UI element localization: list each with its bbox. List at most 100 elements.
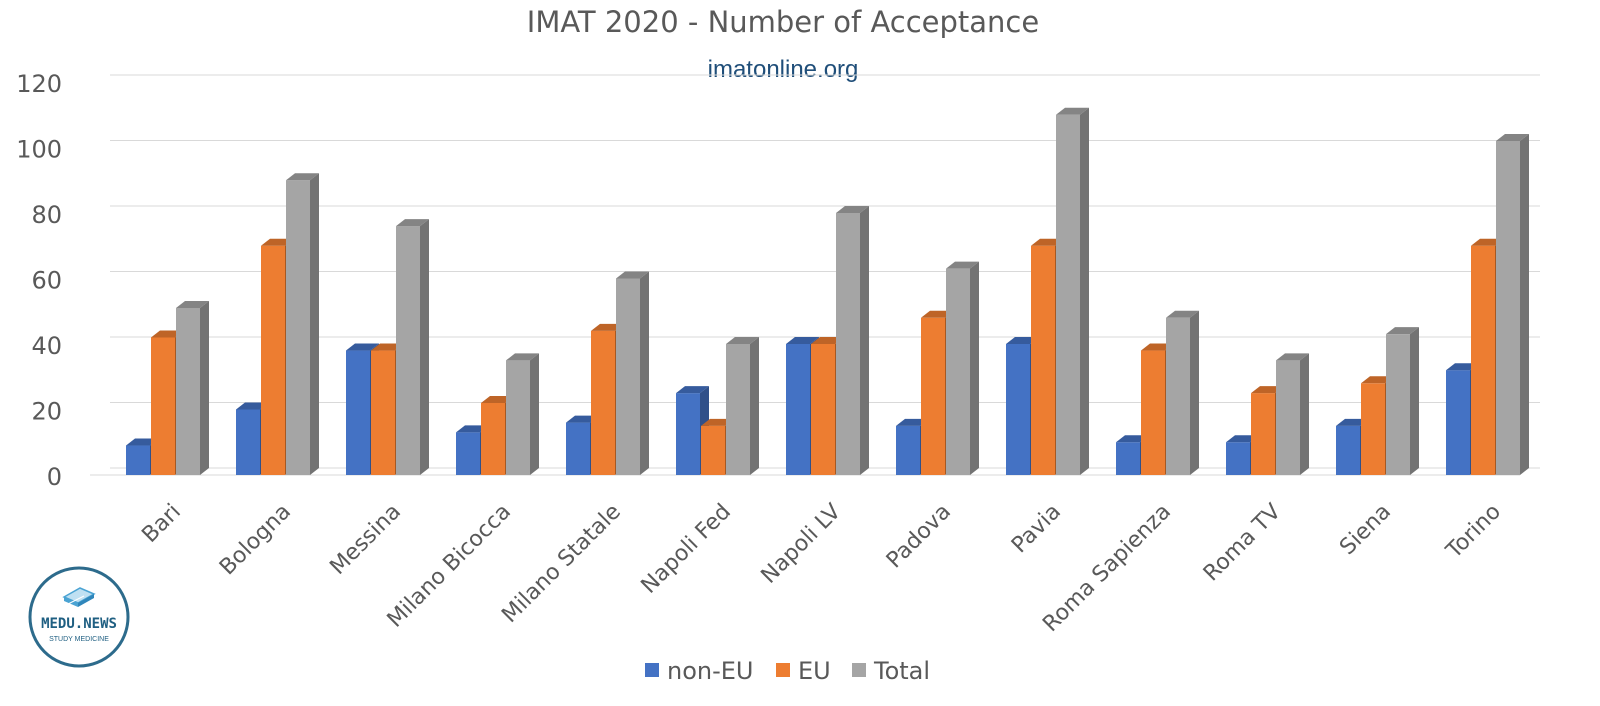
- y-tick-label: 40: [31, 332, 62, 360]
- bar-front: [506, 360, 530, 475]
- x-tick-label: Milano Statale: [497, 499, 626, 628]
- bar-front: [566, 422, 590, 475]
- y-tick-label: 100: [16, 136, 62, 164]
- medu-news-logo: MEDU.NEWS STUDY MEDICINE: [28, 566, 130, 668]
- bar-front: [811, 344, 835, 475]
- bar-front: [591, 330, 615, 475]
- x-tick-label: Bologna: [215, 499, 296, 580]
- legend-item-eu: EU: [776, 657, 831, 685]
- bar-total-pavia: [1056, 107, 1089, 475]
- bar-front: [261, 245, 285, 475]
- legend: non-EU EU Total: [645, 657, 930, 685]
- bar-top: [1276, 353, 1309, 361]
- bar-top: [786, 337, 819, 344]
- bar-front: [676, 393, 700, 475]
- bar-front: [786, 344, 810, 475]
- bar-front: [456, 432, 480, 475]
- bar-group-roma-sapienza: [1116, 310, 1199, 475]
- bar-top: [1446, 363, 1479, 371]
- bar-front: [1116, 442, 1140, 475]
- bar-top: [591, 323, 624, 331]
- bar-top: [1251, 386, 1284, 394]
- y-tick-label: 80: [31, 201, 62, 229]
- bar-top: [176, 300, 209, 308]
- bar-front: [346, 350, 370, 475]
- x-tick-label: Bari: [137, 499, 186, 548]
- bar-front: [286, 180, 310, 475]
- bar-top: [1006, 337, 1039, 344]
- chart-title: IMAT 2020 - Number of Acceptance: [527, 5, 1039, 39]
- bar-side: [420, 219, 429, 475]
- legend-item-total: Total: [852, 657, 930, 685]
- bar-total-milano-statale: [616, 271, 649, 475]
- bar-group-roma-tv: [1226, 353, 1309, 475]
- bar-front: [921, 317, 945, 475]
- bar-group-napoli-fed: [676, 337, 759, 475]
- bar-group-messina: [346, 219, 429, 475]
- bar-front: [1336, 425, 1360, 475]
- bar-top: [946, 261, 979, 269]
- bar-side: [530, 353, 539, 475]
- bar-top: [346, 343, 379, 351]
- bar-side: [970, 261, 979, 475]
- bar-front: [946, 268, 970, 475]
- bar-group-pavia: [1006, 107, 1089, 475]
- bar-total-roma-sapienza: [1166, 310, 1199, 475]
- bar-top: [1361, 376, 1394, 384]
- bar-total-bologna: [286, 173, 319, 475]
- bar-front: [481, 402, 505, 475]
- bar-top: [456, 425, 489, 433]
- bar-front: [896, 425, 920, 475]
- bar-group-siena: [1336, 327, 1419, 475]
- bar-top: [261, 238, 294, 246]
- bar-side: [1300, 353, 1309, 475]
- x-tick-label: Siena: [1335, 499, 1396, 560]
- bars: [126, 107, 1529, 475]
- bar-top: [701, 418, 734, 426]
- bar-top: [1386, 327, 1419, 335]
- bar-group-padova: [896, 261, 979, 475]
- bar-top: [811, 337, 844, 344]
- bar-side: [1520, 133, 1529, 475]
- bar-front: [1496, 140, 1520, 475]
- chart-subtitle: imatonline.org: [708, 56, 859, 83]
- bar-front: [396, 226, 420, 475]
- bar-group-milano-bicocca: [456, 353, 539, 475]
- y-tick-label: 120: [16, 70, 62, 98]
- x-tick-label: Padova: [882, 499, 956, 573]
- bar-side: [1080, 107, 1089, 475]
- y-tick-label: 0: [47, 463, 62, 491]
- bar-top: [1056, 107, 1089, 115]
- bar-top: [836, 206, 869, 213]
- bar-side: [1190, 310, 1199, 475]
- legend-swatch: [776, 663, 790, 677]
- x-tick-label: Messina: [325, 499, 406, 580]
- bar-total-roma-tv: [1276, 353, 1309, 475]
- y-axis-tick-labels: 0 20 40 60 80 100 120: [16, 70, 62, 491]
- bar-front: [1031, 245, 1055, 475]
- bar-front: [176, 307, 200, 475]
- bar-side: [310, 173, 319, 475]
- bar-side: [640, 271, 649, 475]
- bar-top: [896, 418, 929, 426]
- bar-top: [1471, 238, 1504, 246]
- bar-front: [1006, 344, 1030, 475]
- bar-top: [236, 402, 269, 410]
- bar-total-napoli-fed: [726, 337, 759, 475]
- x-tick-label: Torino: [1441, 499, 1506, 564]
- bar-front: [1251, 393, 1275, 475]
- bar-top: [126, 438, 159, 446]
- bar-top: [1336, 418, 1369, 426]
- legend-label: Total: [873, 657, 930, 685]
- bar-front: [1056, 114, 1080, 475]
- bar-top: [921, 310, 954, 318]
- bar-top: [481, 395, 514, 403]
- legend-item-non-eu: non-EU: [645, 657, 754, 685]
- legend-label: non-EU: [667, 657, 754, 685]
- bar-front: [126, 445, 150, 475]
- bar-total-messina: [396, 219, 429, 475]
- x-tick-label: Pavia: [1007, 499, 1066, 558]
- bar-front: [1446, 370, 1470, 475]
- bar-group-milano-statale: [566, 271, 649, 475]
